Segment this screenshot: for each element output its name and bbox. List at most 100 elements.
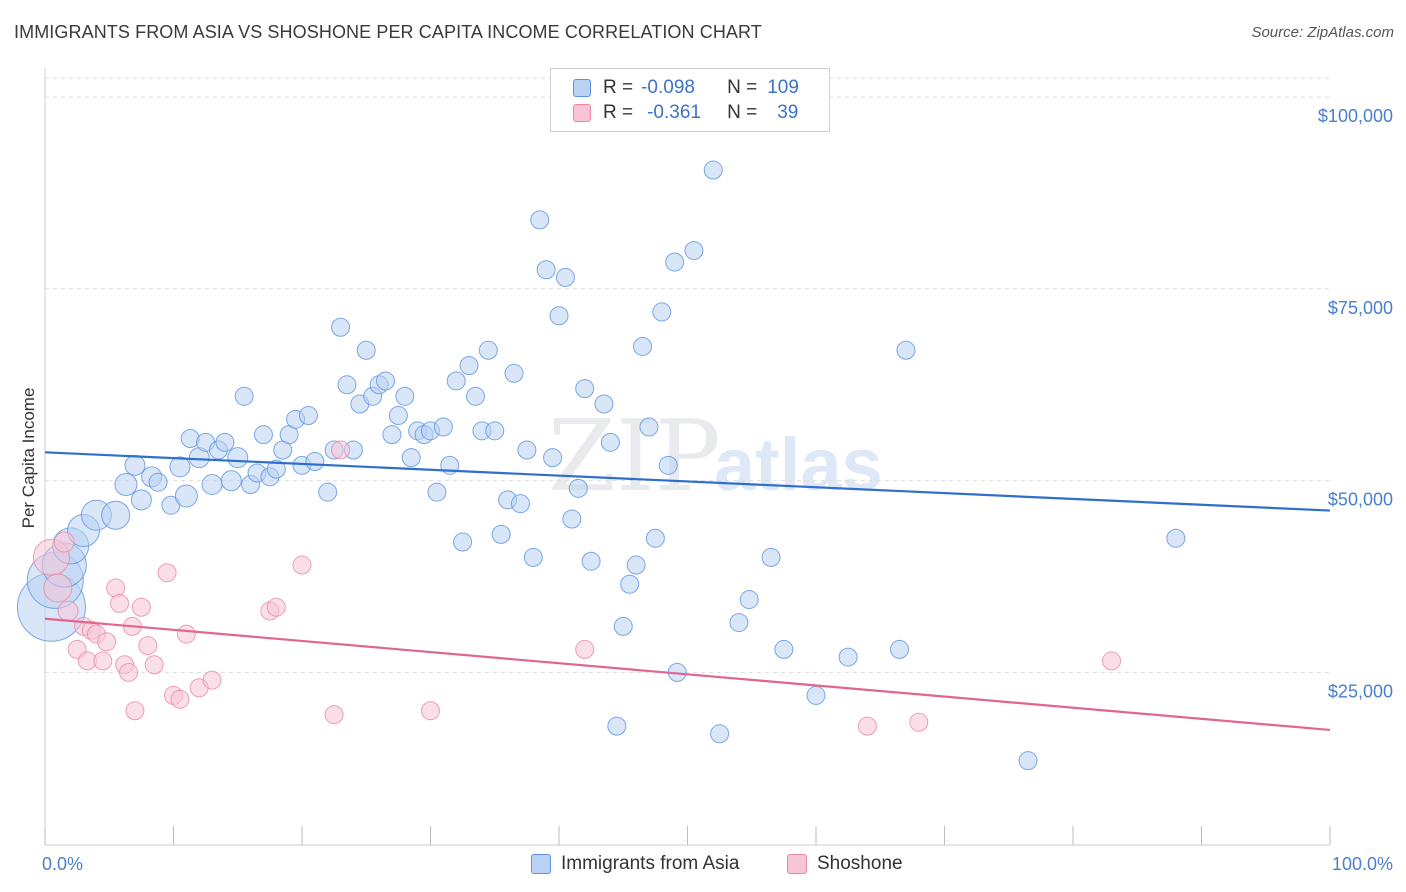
- asia-point: [562, 509, 582, 529]
- asia-trend-line: [44, 451, 1331, 512]
- asia-point: [201, 474, 223, 496]
- asia-point: [395, 386, 415, 406]
- asia-point: [376, 371, 396, 391]
- asia-point: [401, 448, 421, 468]
- y-axis-label: Per Capita Income: [19, 388, 38, 529]
- shoshone-point: [110, 593, 130, 613]
- asia-point: [266, 459, 286, 479]
- asia-point: [174, 484, 198, 508]
- chart-source: Source: ZipAtlas.com: [1251, 24, 1394, 41]
- legend-swatch-asia: [573, 79, 591, 97]
- legend-r-label: R =: [603, 102, 634, 123]
- asia-point: [613, 616, 633, 636]
- y-tick-labels: $25,000 $50,000 $75,000 $100,000: [1318, 106, 1393, 701]
- asia-point: [620, 574, 640, 594]
- watermark-zip: ZIP: [548, 400, 721, 514]
- shoshone-point: [138, 636, 158, 656]
- legend-n-value: 109: [767, 77, 799, 98]
- shoshone-point: [157, 563, 177, 583]
- x-tick-label: 0.0%: [42, 854, 83, 874]
- asia-point: [710, 724, 730, 744]
- x-tick-labels: 0.0% 100.0%: [42, 854, 1393, 874]
- shoshone-point: [43, 573, 73, 603]
- shoshone-point: [202, 670, 222, 690]
- asia-point: [568, 478, 588, 498]
- asia-point: [148, 472, 168, 492]
- shoshone-point: [57, 600, 79, 622]
- watermark-atlas: atlas: [714, 423, 883, 506]
- bottom-legend-asia: Immigrants from Asia: [531, 852, 739, 876]
- y-tick-label: $100,000: [1318, 106, 1393, 126]
- legend-r-value: -0.098: [641, 77, 695, 98]
- asia-point: [388, 405, 408, 425]
- shoshone-point: [1102, 651, 1122, 671]
- bottom-legend-label-shoshone: Shoshone: [817, 853, 903, 874]
- bottom-legend-label-asia: Immigrants from Asia: [561, 853, 740, 874]
- shoshone-point: [266, 597, 286, 617]
- asia-point: [838, 647, 858, 667]
- shoshone-point: [857, 716, 877, 736]
- asia-point: [523, 547, 543, 567]
- shoshone-point: [575, 639, 595, 659]
- asia-point: [446, 371, 466, 391]
- y-tick-label: $75,000: [1328, 298, 1393, 318]
- asia-point: [530, 210, 550, 230]
- asia-point: [215, 432, 235, 452]
- asia-point: [890, 639, 910, 659]
- asia-point: [517, 440, 537, 460]
- asia-point: [739, 590, 759, 610]
- asia-point: [337, 375, 357, 395]
- asia-point: [703, 160, 723, 180]
- shoshone-points: [32, 440, 1122, 736]
- asia-point: [124, 454, 146, 476]
- asia-point: [485, 421, 505, 441]
- shoshone-point: [125, 701, 145, 721]
- asia-point: [549, 306, 569, 326]
- asia-point: [729, 613, 749, 633]
- shoshone-point: [331, 440, 351, 460]
- axes: [44, 68, 1331, 846]
- asia-point: [453, 532, 473, 552]
- shoshone-point: [93, 651, 113, 671]
- asia-point: [1018, 751, 1038, 771]
- legend-r-label: R =: [603, 77, 634, 98]
- grid-lines: [45, 77, 1330, 673]
- legend-row-shoshone: R = -0.361 N = 39: [573, 101, 798, 125]
- shoshone-point: [119, 662, 139, 682]
- asia-point: [665, 252, 685, 272]
- asia-point: [774, 639, 794, 659]
- asia-point: [806, 685, 826, 705]
- asia-point: [227, 447, 249, 469]
- asia-point: [427, 482, 447, 502]
- bottom-legend-swatch-shoshone: [787, 854, 807, 874]
- y-tick-label: $50,000: [1328, 490, 1393, 510]
- asia-point: [896, 340, 916, 360]
- asia-point: [510, 494, 530, 514]
- asia-point: [581, 551, 601, 571]
- asia-point: [169, 456, 191, 478]
- trend-lines: [44, 451, 1331, 732]
- asia-point: [253, 425, 273, 445]
- asia-point: [639, 417, 659, 437]
- asia-point: [433, 417, 453, 437]
- asia-point: [491, 524, 511, 544]
- shoshone-point: [176, 624, 196, 644]
- asia-point: [504, 363, 524, 383]
- asia-point: [543, 448, 563, 468]
- asia-point: [626, 555, 646, 575]
- shoshone-point: [97, 632, 117, 652]
- asia-point: [478, 340, 498, 360]
- shoshone-point: [421, 701, 440, 721]
- asia-point: [555, 267, 575, 287]
- asia-point: [356, 340, 376, 360]
- asia-point: [130, 489, 152, 511]
- chart-title: IMMIGRANTS FROM ASIA VS SHOSHONE PER CAP…: [14, 22, 762, 42]
- asia-point: [459, 356, 479, 376]
- asia-point: [114, 473, 138, 497]
- legend-n-value: 39: [777, 102, 799, 123]
- y-tick-label: $25,000: [1328, 681, 1393, 701]
- legend-r-value: -0.361: [647, 102, 701, 123]
- asia-point: [318, 482, 338, 502]
- shoshone-point: [144, 655, 164, 675]
- shoshone-trend-line: [44, 617, 1331, 732]
